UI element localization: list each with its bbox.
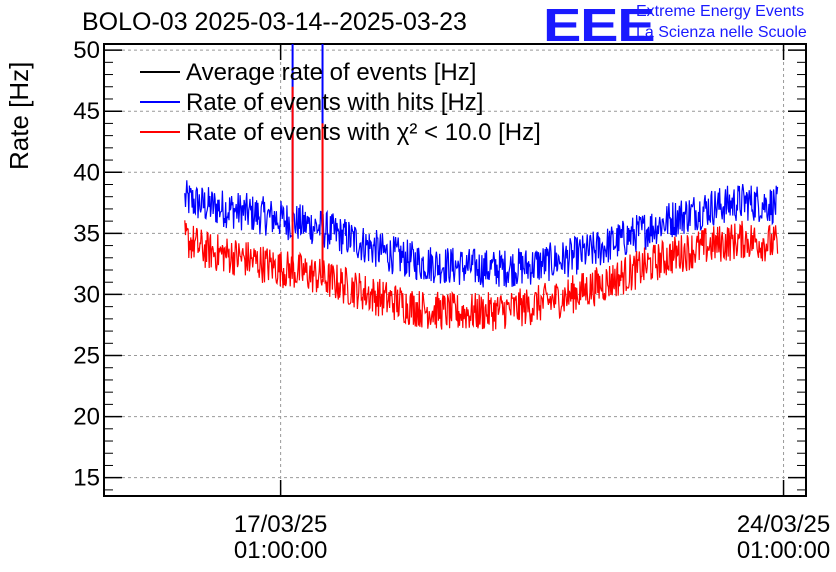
y-tick-label: 20 xyxy=(73,404,100,431)
y-tick-label: 35 xyxy=(73,220,100,247)
series-line-2 xyxy=(184,220,779,332)
x-tick-label-date: 17/03/25 xyxy=(234,511,327,538)
y-tick-label: 40 xyxy=(73,159,100,186)
eee-logo: EEE xyxy=(543,0,656,51)
y-tick-label: 30 xyxy=(73,281,100,308)
logo-line-1: Extreme Energy Events xyxy=(636,3,805,20)
legend-entry: Rate of events with χ² < 10.0 [Hz] xyxy=(186,119,541,146)
x-tick-label-date: 24/03/25 xyxy=(737,511,830,538)
x-tick-label-time: 01:00:00 xyxy=(234,537,327,564)
y-tick-label: 15 xyxy=(73,465,100,492)
y-tick-label: 50 xyxy=(73,37,100,64)
legend-entry: Average rate of events [Hz] xyxy=(186,59,476,86)
x-tick-label-time: 01:00:00 xyxy=(737,537,830,564)
series-line-1 xyxy=(184,180,779,288)
y-tick-label: 25 xyxy=(73,343,100,370)
legend-entry: Rate of events with hits [Hz] xyxy=(186,89,483,116)
logo-line-2: La Scienza nelle Scuole xyxy=(636,24,807,41)
y-tick-label: 45 xyxy=(73,98,100,125)
chart-title: BOLO-03 2025-03-14--2025-03-23 xyxy=(82,8,467,36)
